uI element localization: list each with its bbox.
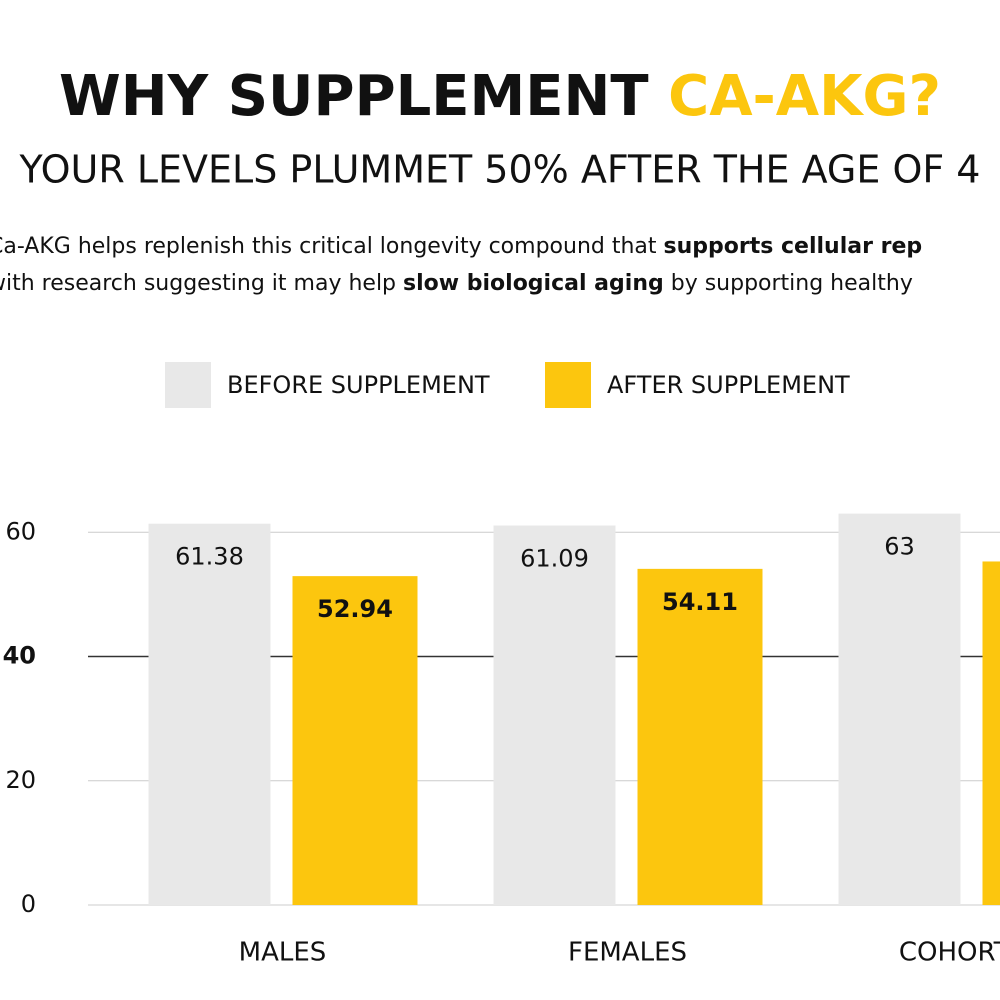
y-tick-label: 40 xyxy=(3,642,36,670)
value-label: 52.94 xyxy=(317,595,393,623)
value-label: 54.11 xyxy=(662,588,738,616)
description-segment: supports cellular rep xyxy=(664,234,923,259)
title-part: WHY SUPPLEMENT xyxy=(59,64,668,129)
value-label: 61.09 xyxy=(520,545,589,573)
description-segment: Ca-AKG helps replenish this critical lon… xyxy=(0,234,664,259)
y-tick-label: 60 xyxy=(5,517,36,545)
bar xyxy=(493,525,616,905)
legend-swatch xyxy=(165,362,211,408)
bar xyxy=(637,568,763,905)
legend-label: BEFORE SUPPLEMENT xyxy=(227,371,490,399)
title-highlight: CA-AKG? xyxy=(668,64,941,129)
chart-subtitle: YOUR LEVELS PLUMMET 50% AFTER THE AGE OF… xyxy=(19,148,981,192)
description-line: with research suggesting it may help slo… xyxy=(0,271,913,296)
chart-title: WHY SUPPLEMENT CA-AKG? xyxy=(59,64,941,129)
bar xyxy=(838,513,961,905)
description-line: Ca-AKG helps replenish this critical lon… xyxy=(0,234,922,259)
value-label: 61.38 xyxy=(175,543,244,571)
bar xyxy=(148,523,271,905)
legend-label: AFTER SUPPLEMENT xyxy=(607,371,850,399)
description-segment: slow biological aging xyxy=(403,271,664,296)
legend-swatch xyxy=(545,362,591,408)
y-tick-label: 0 xyxy=(21,890,36,918)
description-segment: with research suggesting it may help xyxy=(0,271,403,296)
x-tick-label: COHORT (C xyxy=(899,938,1000,968)
description-segment: by supporting healthy xyxy=(664,271,913,296)
x-tick-label: FEMALES xyxy=(568,938,687,968)
y-tick-label: 20 xyxy=(5,766,36,794)
x-tick-label: MALES xyxy=(239,938,327,968)
bar xyxy=(982,561,1000,905)
bar xyxy=(292,576,418,905)
value-label: 63 xyxy=(884,533,915,561)
